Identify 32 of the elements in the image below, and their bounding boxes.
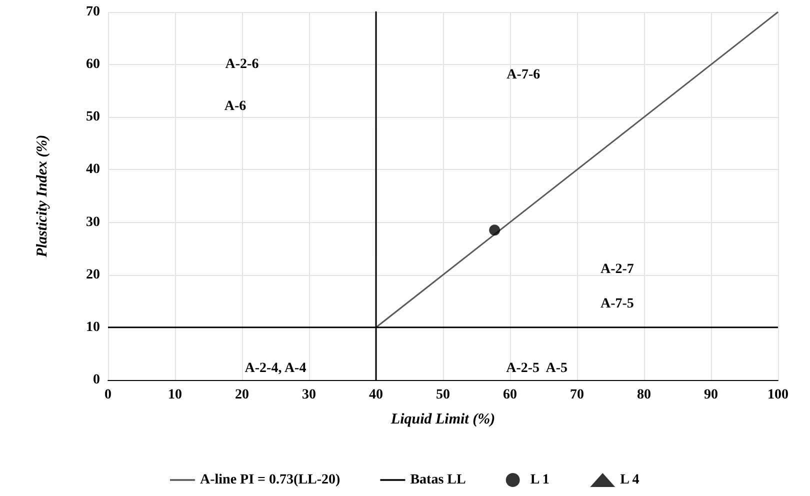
- legend-label: L 1: [530, 472, 550, 488]
- annotation: A-7-5: [600, 296, 634, 312]
- y-tick-label: 20: [86, 267, 100, 282]
- annotation: A-2-7: [600, 262, 634, 278]
- annotation: A-2-5 A-5: [506, 360, 568, 376]
- legend-label: L 4: [620, 472, 640, 488]
- annotation: A-2-6: [225, 57, 259, 72]
- x-tick-label: 0: [104, 388, 112, 402]
- x-tick-label: 30: [302, 388, 316, 402]
- x-tick-label: 90: [704, 388, 718, 402]
- legend-label: Batas LL: [410, 472, 466, 488]
- x-tick-label: 10: [168, 388, 182, 402]
- x-tick-label: 100: [768, 388, 788, 402]
- y-tick-label: 50: [86, 110, 100, 125]
- y-tick-label: 30: [86, 214, 100, 230]
- legend-label: A-line PI = 0.73(LL-20): [200, 472, 341, 488]
- annotation: A-6: [224, 99, 246, 114]
- y-tick-label: 0: [93, 372, 100, 388]
- x-tick-label: 70: [570, 388, 584, 402]
- y-tick-label: 70: [86, 4, 100, 20]
- y-tick-label: 40: [86, 162, 100, 178]
- y-axis-title: Plasticity Index (%): [34, 134, 50, 258]
- annotation: A-7-6: [506, 68, 540, 83]
- x-tick-label: 40: [369, 388, 383, 402]
- y-tick-label: 10: [86, 320, 100, 335]
- x-axis-title: Liquid Limit (%): [390, 412, 496, 428]
- y-tick-label: 60: [86, 57, 100, 72]
- x-tick-label: 20: [235, 388, 249, 402]
- x-tick-label: 60: [503, 388, 517, 402]
- annotation: A-2-4, A-4: [244, 360, 306, 376]
- x-tick-label: 50: [436, 388, 450, 402]
- x-tick-label: 80: [637, 388, 651, 402]
